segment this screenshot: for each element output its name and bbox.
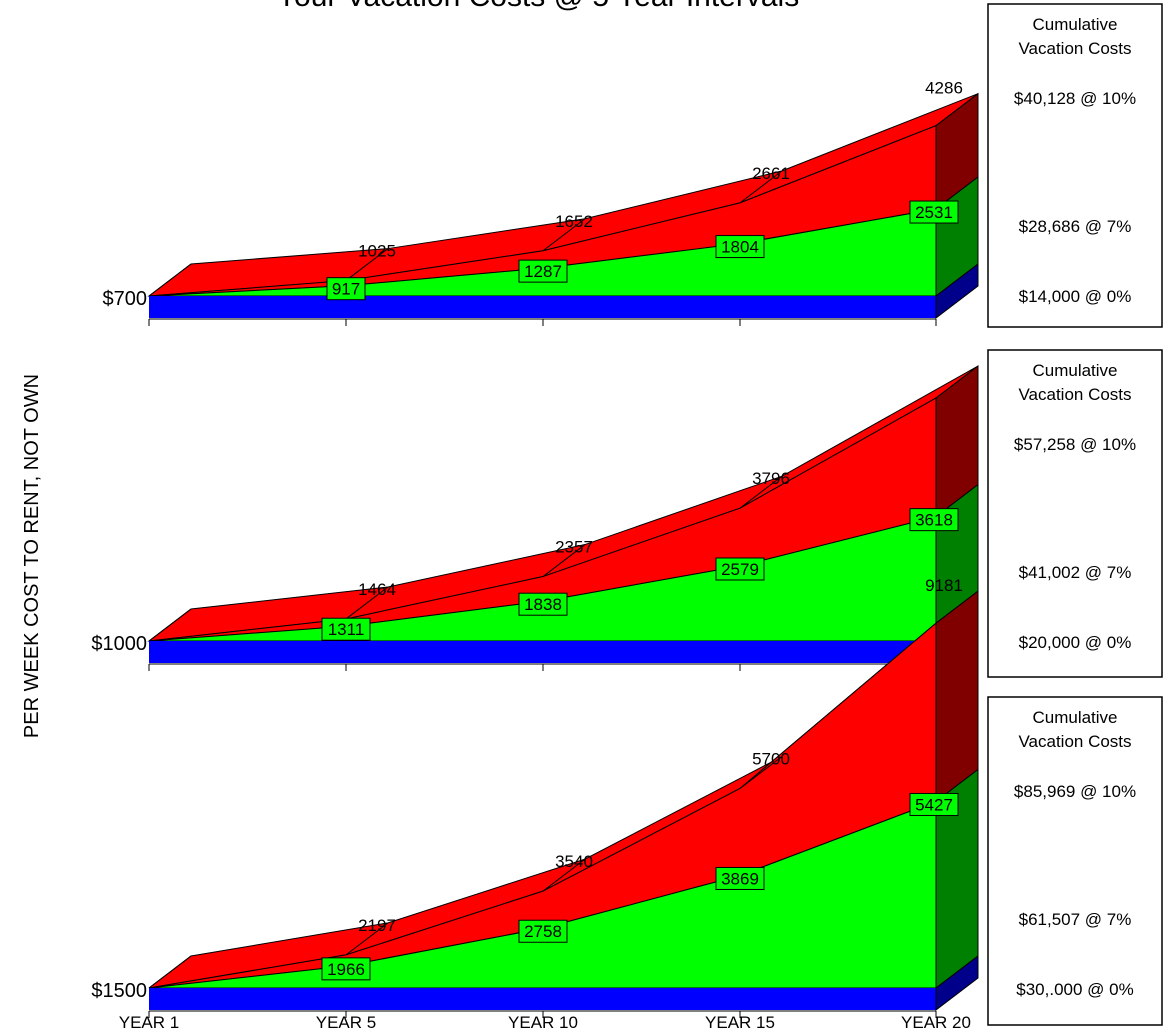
data-label-box <box>715 235 765 259</box>
data-label-rate10: 3796 <box>752 469 790 488</box>
data-label-box <box>518 259 568 283</box>
data-label-rate7: 3618 <box>915 511 953 530</box>
summary-rate10: $85,969 @ 10% <box>1014 782 1136 801</box>
data-label-rate10: 1464 <box>358 580 396 599</box>
data-label-box <box>909 200 959 224</box>
panel-1: $1000 1311 1838 2579 3618 1464 2357 3796 Cumulat… <box>91 349 1163 678</box>
data-label-rate10: 2661 <box>752 164 790 183</box>
data-label-rate10: 2357 <box>555 538 593 557</box>
data-label-rate10: 5700 <box>752 750 790 769</box>
data-label-rate7: 917 <box>332 280 360 299</box>
data-label-rate10: 2197 <box>358 916 396 935</box>
series-rate0-side <box>935 954 979 1012</box>
data-label-box <box>909 792 959 816</box>
data-label-box <box>518 919 568 943</box>
series-rate0-side <box>935 262 979 320</box>
summary-heading: Cumulative <box>1032 15 1117 34</box>
series-rate10-side <box>935 590 979 803</box>
depth-gridline <box>739 475 783 509</box>
summary-box <box>987 3 1163 328</box>
data-label-rate7: 1311 <box>328 620 365 639</box>
data-label-rate7: 5427 <box>915 795 953 814</box>
summary-rate0: $30,.000 @ 0% <box>1016 980 1133 999</box>
panel-weekly-cost-label: $1000 <box>91 633 147 655</box>
data-label-rate7: 2579 <box>721 560 759 579</box>
chart-panels: $700 917 1287 1804 2531 1025 1652 2661 4286 Cumul… <box>91 3 1163 1032</box>
depth-edge <box>148 263 192 297</box>
depth-gridline <box>345 586 389 620</box>
panel-weekly-cost-label: $1500 <box>91 980 147 1002</box>
data-label-rate10: 9181 <box>925 576 963 595</box>
x-tick-label: YEAR 20 <box>901 1013 971 1032</box>
data-label-box <box>518 592 568 616</box>
depth-gridline <box>345 248 389 281</box>
data-label-rate7: 1966 <box>327 960 365 979</box>
x-tick-label: YEAR 1 <box>119 1013 179 1032</box>
series-rate0-area <box>149 296 936 318</box>
data-label-box <box>321 617 371 641</box>
summary-rate7: $28,686 @ 7% <box>1019 217 1132 236</box>
depth-edge <box>148 608 192 642</box>
data-label-rate7: 2531 <box>915 203 953 222</box>
summary-rate0: $20,000 @ 0% <box>1019 633 1132 652</box>
data-label-rate7: 3869 <box>721 869 759 888</box>
summary-box <box>987 349 1163 678</box>
data-label-rate10: 1652 <box>555 212 593 231</box>
data-label-rate10: 1025 <box>358 242 396 261</box>
panel-weekly-cost-label: $700 <box>103 288 148 310</box>
depth-gridline <box>345 922 389 956</box>
series-rate0-area <box>149 641 936 663</box>
summary-heading: Vacation Costs <box>1018 385 1131 404</box>
x-tick-label: YEAR 5 <box>316 1013 376 1032</box>
x-tick-label: YEAR 15 <box>705 1013 775 1032</box>
summary-rate7: $61,507 @ 7% <box>1019 910 1132 929</box>
data-label-rate10: 3540 <box>555 852 593 871</box>
chart-title: Your Vacation Costs @ 5 Year Intervals <box>277 0 799 13</box>
summary-rate10: $40,128 @ 10% <box>1014 89 1136 108</box>
summary-rate0: $14,000 @ 0% <box>1019 287 1132 306</box>
summary-box <box>987 696 1163 1026</box>
data-label-box <box>321 957 371 981</box>
panel-2: $1500 1966 2758 3869 5427 2197 3540 5700 9181 Cum… <box>91 576 1163 1026</box>
x-tick-label: YEAR 10 <box>508 1013 578 1032</box>
depth-gridline <box>739 170 783 204</box>
panel-0: $700 917 1287 1804 2531 1025 1652 2661 4286 Cumul… <box>103 3 1163 328</box>
summary-heading: Vacation Costs <box>1018 39 1131 58</box>
y-axis-label: PER WEEK COST TO RENT, NOT OWN <box>21 374 43 738</box>
depth-edge <box>148 955 192 989</box>
summary-heading: Vacation Costs <box>1018 732 1131 751</box>
depth-gridline <box>542 218 586 252</box>
data-label-box <box>909 508 959 532</box>
series-rate0-area <box>149 988 936 1010</box>
depth-gridline <box>542 544 586 577</box>
data-label-rate10: 4286 <box>925 79 963 98</box>
data-label-rate7: 1287 <box>524 262 562 281</box>
summary-rate7: $41,002 @ 7% <box>1019 563 1132 582</box>
summary-heading: Cumulative <box>1032 708 1117 727</box>
depth-gridline <box>542 858 586 892</box>
data-label-box <box>326 277 366 301</box>
data-label-rate7: 1804 <box>721 238 759 257</box>
summary-heading: Cumulative <box>1032 361 1117 380</box>
data-label-rate7: 2758 <box>524 922 562 941</box>
data-label-box <box>715 866 765 890</box>
summary-rate10: $57,258 @ 10% <box>1014 435 1136 454</box>
depth-gridline <box>739 756 783 789</box>
data-label-rate7: 1838 <box>524 595 562 614</box>
data-label-box <box>715 557 765 581</box>
